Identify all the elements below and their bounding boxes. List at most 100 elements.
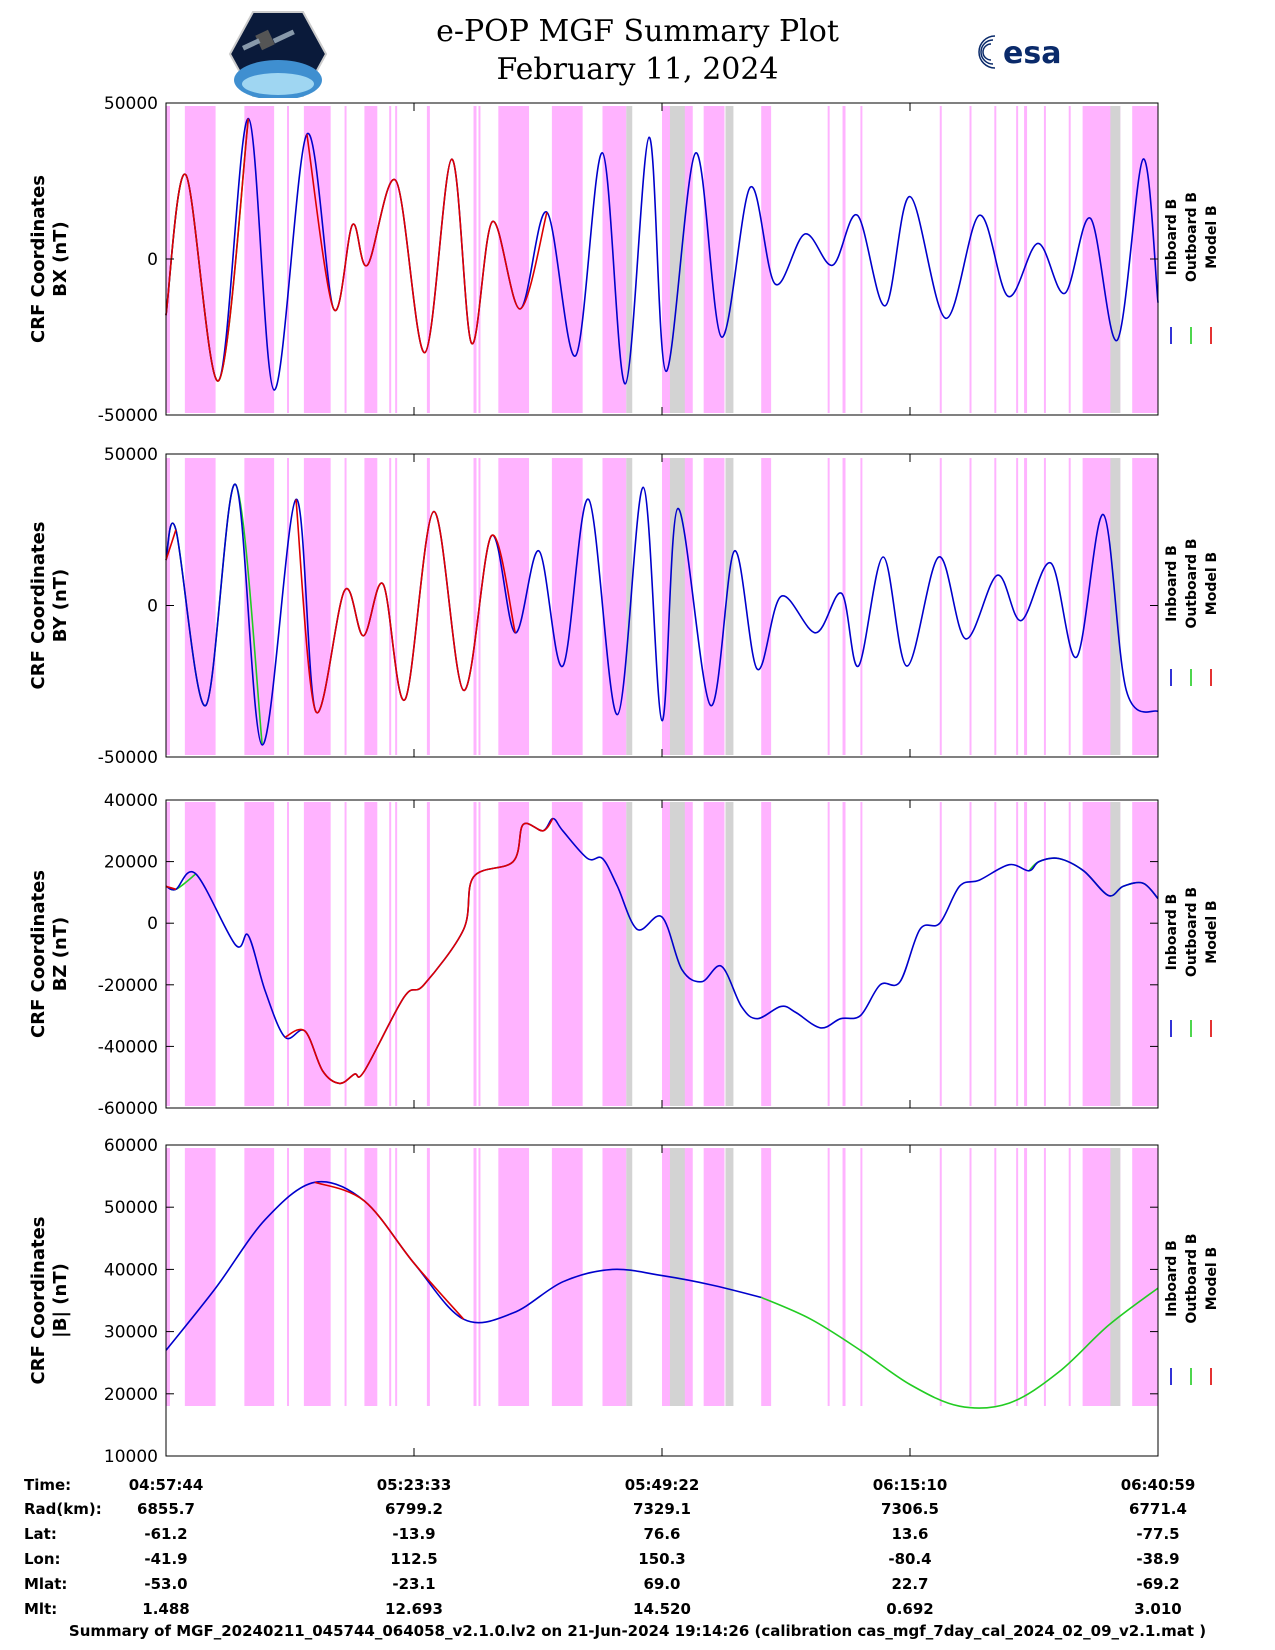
pink-shade-band (1132, 458, 1158, 755)
pink-shade-band (994, 1148, 997, 1406)
pink-shade-band (166, 458, 170, 755)
series-line-model-b (284, 817, 554, 1085)
pink-shade-band (1068, 802, 1071, 1106)
pink-shade-band (426, 458, 430, 755)
legend-label: Model B (1204, 552, 1220, 615)
info-cell: -77.5 (1136, 1525, 1179, 1543)
panel-2: 50000 0 -50000 CRF Coordinates BY (nT) Inboar… (28, 445, 1220, 768)
info-cell: 05:23:33 (377, 1476, 452, 1494)
info-cell: -80.4 (888, 1550, 931, 1568)
pink-shade-band (478, 106, 481, 413)
pink-shade-band (1043, 1148, 1046, 1406)
gray-shade-band (725, 458, 734, 755)
legend-label: Outboard B (1184, 887, 1200, 977)
info-cell: 06:15:10 (873, 1476, 948, 1494)
pink-shade-band (1024, 1148, 1028, 1406)
legend-label: Outboard B (1184, 1233, 1200, 1323)
info-cell: -61.2 (144, 1525, 187, 1543)
y-tick-label: -50000 (98, 406, 158, 426)
pink-shade-band (994, 802, 997, 1106)
y-tick-label: 50000 (104, 1198, 158, 1218)
y-tick-label: 40000 (104, 1260, 158, 1280)
pink-shade-band (703, 458, 725, 755)
info-row-label: Rad(km): (24, 1500, 102, 1518)
y-tick-label: -40000 (98, 1037, 158, 1057)
y-axis-label: CRF Coordinates (28, 1217, 49, 1385)
pink-shade-band (1068, 106, 1071, 413)
pink-shade-band (842, 106, 846, 413)
gray-shade-band (725, 106, 734, 413)
series-line-model-b (314, 1181, 465, 1320)
pink-shade-band (364, 802, 378, 1106)
gray-shade-band (626, 458, 633, 755)
y-tick-label: 10000 (104, 1447, 158, 1467)
pink-shade-band (761, 106, 772, 413)
info-cell: 12.693 (385, 1600, 443, 1618)
info-cell: 14.520 (633, 1600, 691, 1618)
pink-shade-band (842, 458, 846, 755)
info-cell: 1.488 (142, 1600, 189, 1618)
y-axis-label: CRF Coordinates (28, 870, 49, 1038)
y-axis-label: BX (nT) (50, 221, 71, 296)
legend-label: Inboard B (1164, 894, 1180, 971)
pink-shade-band (287, 458, 290, 755)
pink-shade-band (551, 458, 583, 755)
pink-shade-band (364, 106, 378, 413)
info-cell: 06:40:59 (1121, 1476, 1196, 1494)
pink-shade-band (364, 1148, 378, 1406)
pink-shade-band (478, 1148, 481, 1406)
pink-shade-band (1024, 106, 1028, 413)
info-row-label: Lon: (24, 1550, 61, 1568)
pink-shade-band (498, 106, 530, 413)
info-cell: -69.2 (1136, 1575, 1179, 1593)
pink-shade-band (395, 1148, 398, 1406)
legend-label: Outboard B (1184, 538, 1200, 628)
info-row-label: Time: (24, 1476, 71, 1494)
esa-logo: esa (978, 35, 1061, 71)
gray-shade-band (626, 1148, 633, 1406)
pink-shade-band (303, 802, 331, 1106)
pink-shade-band (184, 802, 216, 1106)
pink-shade-band (395, 106, 398, 413)
pink-shade-band (287, 1148, 290, 1406)
y-axis-label: BZ (nT) (50, 917, 71, 992)
info-cell: 150.3 (638, 1550, 685, 1568)
info-cell: 04:57:44 (129, 1476, 204, 1494)
pink-shade-band (426, 106, 430, 413)
pink-shade-band (939, 458, 942, 755)
pink-shade-band (551, 802, 583, 1106)
pink-shade-band (703, 1148, 725, 1406)
pink-shade-band (166, 1148, 170, 1406)
pink-shade-band (244, 1148, 275, 1406)
plot-date: February 11, 2024 (496, 52, 779, 87)
y-tick-label: 40000 (104, 791, 158, 811)
pink-shade-band (344, 458, 347, 755)
gray-shade-band (725, 802, 734, 1106)
y-tick-label: 60000 (104, 1136, 158, 1156)
pink-shade-band (827, 106, 830, 413)
info-cell: 7329.1 (633, 1500, 691, 1518)
info-cell: 6771.4 (1129, 1500, 1187, 1518)
y-tick-label: 0 (147, 250, 158, 270)
panel-4: 60000 50000 40000 30000 20000 10000 CRF Coordi… (28, 1136, 1220, 1467)
legend-label: Inboard B (1164, 199, 1180, 276)
pink-shade-band (395, 458, 398, 755)
pink-shade-band (703, 106, 725, 413)
pink-shade-band (184, 106, 216, 413)
y-tick-label: 20000 (104, 1385, 158, 1405)
gray-shade-band (1110, 106, 1121, 413)
pink-shade-band (602, 1148, 627, 1406)
y-tick-label: -60000 (98, 1099, 158, 1119)
info-cell: 3.010 (1134, 1600, 1181, 1618)
info-row-label: Mlat: (24, 1575, 67, 1593)
y-axis-label: CRF Coordinates (28, 522, 49, 690)
info-cell: 7306.5 (881, 1500, 939, 1518)
pink-shade-band (1068, 1148, 1071, 1406)
pink-shade-band (827, 802, 830, 1106)
series-line-model-b (165, 885, 177, 891)
pink-shade-band (1016, 1148, 1019, 1406)
pink-shade-band (389, 802, 392, 1106)
info-cell: 6855.7 (137, 1500, 195, 1518)
gray-shade-band (669, 802, 685, 1106)
